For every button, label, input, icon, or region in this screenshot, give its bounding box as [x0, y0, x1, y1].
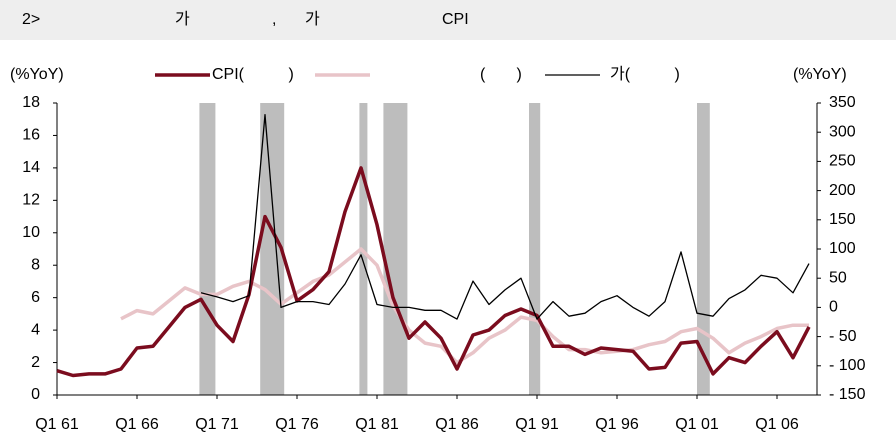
- y2-tick-label: - 50: [829, 328, 857, 345]
- x-tick-label: Q1 71: [195, 416, 239, 433]
- y2-tick-label: 150: [829, 211, 856, 228]
- series-line: [120, 247, 809, 365]
- chart-title: ,: [272, 11, 276, 28]
- legend-label: ( ): [480, 66, 522, 83]
- y2-tick-label: 0: [829, 299, 838, 316]
- x-tick-label: Q1 96: [595, 416, 639, 433]
- y-tick-label: 6: [31, 289, 40, 306]
- y-tick-label: 0: [31, 386, 40, 403]
- x-tick-label: Q1 91: [515, 416, 559, 433]
- legend-label: CPI( ): [212, 66, 294, 83]
- x-tick-label: Q1 06: [755, 416, 799, 433]
- y-tick-label: 8: [31, 256, 40, 273]
- chart-title: CPI: [442, 11, 469, 28]
- y-tick-label: 2: [31, 354, 40, 371]
- x-tick-label: Q1 76: [275, 416, 319, 433]
- series-line: [56, 166, 811, 378]
- shaded-period: [697, 103, 710, 395]
- series-line: [200, 114, 810, 320]
- chart-title: 2>: [22, 11, 40, 28]
- y-tick-label: 12: [22, 192, 40, 209]
- x-tick-label: Q1 61: [35, 416, 79, 433]
- y2-tick-label: 100: [829, 240, 856, 257]
- title-bar: [0, 0, 896, 40]
- y2-tick-label: - 150: [829, 386, 866, 403]
- y-tick-label: 14: [22, 159, 40, 176]
- shaded-period: [529, 103, 541, 395]
- x-tick-label: Q1 01: [675, 416, 719, 433]
- legend-label: 가( ): [610, 65, 680, 83]
- x-tick-label: Q1 81: [355, 416, 399, 433]
- x-tick-label: Q1 86: [435, 416, 479, 433]
- y2-tick-label: - 100: [829, 357, 866, 374]
- chart-title: 가: [175, 10, 190, 28]
- y2-tick-label: 200: [829, 182, 856, 199]
- y-tick-label: 16: [22, 127, 40, 144]
- y2-tick-label: 50: [829, 269, 847, 286]
- y2-tick-label: 350: [829, 94, 856, 111]
- y-tick-label: 10: [22, 224, 40, 241]
- chart-title: 가: [305, 10, 320, 28]
- y2-tick-label: 250: [829, 153, 856, 170]
- y-tick-label: 18: [22, 94, 40, 111]
- y-axis-label: (%YoY): [10, 66, 64, 83]
- y-tick-label: 4: [31, 321, 40, 338]
- shaded-period: [383, 103, 408, 395]
- y2-axis-label: (%YoY): [793, 66, 847, 83]
- y2-tick-label: 300: [829, 123, 856, 140]
- shaded-period: [199, 103, 216, 395]
- x-tick-label: Q1 66: [115, 416, 159, 433]
